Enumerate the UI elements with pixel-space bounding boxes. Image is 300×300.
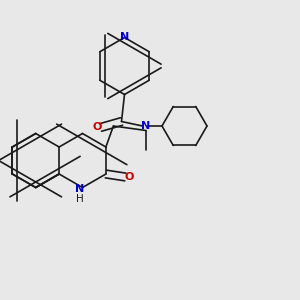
Text: H: H <box>76 194 83 204</box>
Text: O: O <box>92 122 102 133</box>
Text: N: N <box>120 32 129 43</box>
Text: N: N <box>142 121 151 131</box>
Text: N: N <box>75 184 84 194</box>
Text: O: O <box>124 172 134 182</box>
